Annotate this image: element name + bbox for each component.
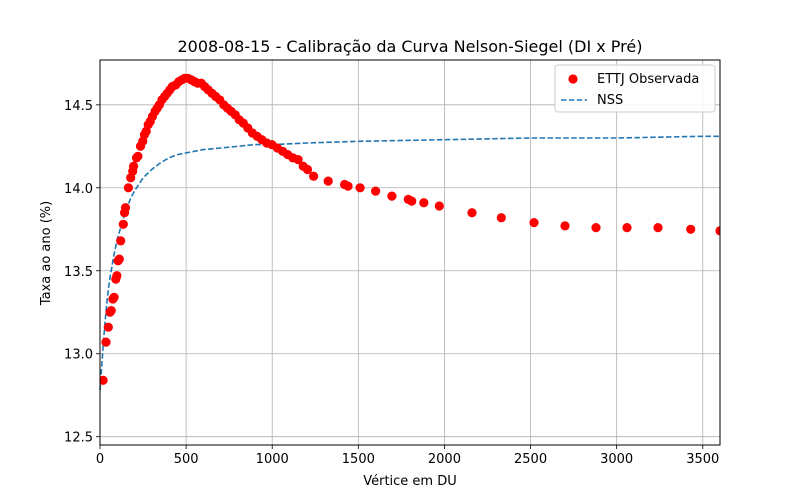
observed-point (133, 151, 143, 161)
plot-area-frame (99, 59, 721, 446)
observed-point (106, 306, 116, 316)
observed-point (343, 181, 353, 191)
observed-point (302, 164, 313, 175)
x-tick-label: 1000 (256, 452, 289, 467)
observed-point (591, 223, 601, 233)
observed-point (101, 337, 111, 347)
observed-point (114, 254, 124, 264)
observed-points-layer (100, 73, 720, 385)
nss-fit-line (99, 135, 720, 391)
x-tick-label: 3500 (686, 452, 719, 467)
observed-point (419, 198, 429, 208)
nss-fit-layer (99, 135, 720, 391)
observed-point (323, 176, 333, 186)
observed-point (371, 186, 381, 196)
y-axis-ticks: 12.5 13.0 13.5 14.0 14.5 (64, 99, 100, 446)
legend-observed-label: ETTJ Observada (597, 72, 699, 87)
observed-point (686, 224, 696, 234)
observed-point (120, 203, 131, 213)
observed-point (129, 161, 139, 171)
observed-point (653, 223, 663, 233)
x-tick-label: 1500 (342, 452, 375, 467)
x-axis-ticks: 0 500 1000 1500 2000 2500 3000 3500 (96, 445, 719, 467)
y-tick-label: 14.0 (64, 182, 93, 197)
observed-point (355, 183, 365, 193)
observed-point (715, 226, 720, 236)
y-tick-label: 12.5 (64, 431, 93, 446)
y-tick-label: 13.0 (64, 348, 93, 363)
observed-point (467, 208, 477, 218)
x-tick-label: 500 (174, 452, 199, 467)
observed-point (293, 155, 303, 165)
legend-box (554, 64, 716, 113)
observed-point (116, 236, 126, 246)
observed-point (100, 375, 108, 385)
observed-point (112, 271, 122, 281)
y-tick-label: 14.5 (64, 99, 93, 114)
legend-observed-marker (568, 74, 578, 84)
observed-point (434, 201, 444, 211)
y-axis-label: Taxa ao ano (%) (39, 201, 54, 306)
x-tick-label: 0 (96, 452, 104, 467)
observed-point (103, 322, 113, 332)
observed-point (109, 292, 119, 302)
observed-point (123, 183, 133, 193)
observed-point (622, 223, 632, 233)
grid-lines (99, 60, 720, 445)
observed-point (309, 171, 319, 181)
chart-title: 2008-08-15 - Calibração da Curva Nelson-… (178, 37, 643, 56)
observed-point (387, 191, 397, 201)
y-tick-label: 13.5 (64, 265, 93, 280)
legend: ETTJ Observada NSS (554, 64, 716, 113)
x-tick-label: 3000 (600, 452, 633, 467)
observed-point (407, 196, 417, 206)
x-axis-label: Vértice em DU (363, 474, 457, 489)
observed-point (496, 213, 506, 223)
observed-point (560, 221, 570, 231)
observed-point (529, 218, 539, 228)
x-tick-label: 2500 (514, 452, 547, 467)
observed-point (118, 219, 128, 229)
legend-nss-label: NSS (597, 93, 623, 108)
x-tick-label: 2000 (428, 452, 461, 467)
